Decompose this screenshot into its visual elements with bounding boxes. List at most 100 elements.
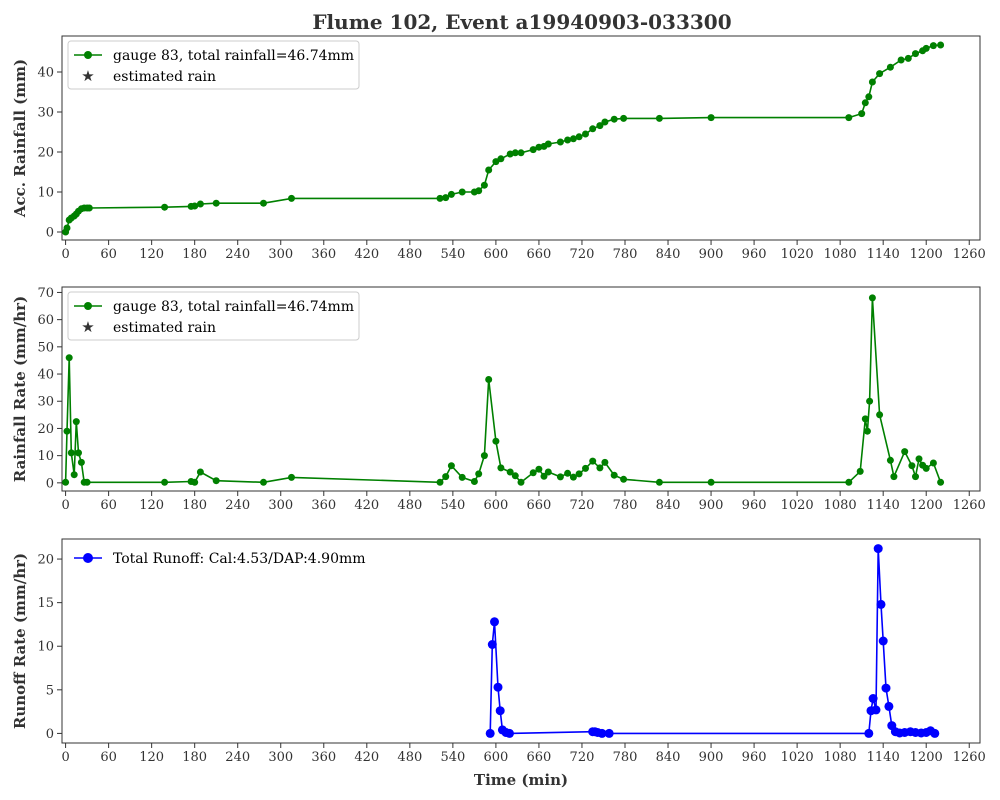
data-point [475,187,483,195]
data-point [436,478,444,486]
x-tick-label: 0 [61,498,69,513]
legend-label-gauge: gauge 83, total rainfall=46.74mm [113,48,354,64]
data-point [912,473,919,481]
data-point [878,636,888,646]
data-point [610,471,618,479]
x-tick-label: 600 [483,247,508,262]
y-tick-label: 5 [46,683,54,698]
y-tick-label: 70 [37,286,54,301]
data-point [596,464,604,472]
data-point [447,462,455,470]
x-axis-label: Time (min) [474,771,568,789]
data-point [77,458,85,466]
data-point [63,427,71,435]
plot-frame [61,538,981,744]
data-point [707,478,715,486]
data-point [886,456,894,464]
data-point [191,202,199,210]
data-point [864,728,874,738]
x-tick-label: 1020 [781,498,814,513]
data-point [937,41,945,49]
y-tick-label: 20 [37,422,54,437]
y-axis-label: Runoff Rate (mm/hr) [11,553,29,729]
data-point [564,469,572,477]
y-tick-label: 60 [37,313,54,328]
x-tick-label: 660 [527,750,552,765]
data-point [72,418,80,426]
data-point [596,122,604,130]
rainfall-rate-panel: Rainfall Rate (mm/hr) 0 60 120 180 240 300 360… [11,286,986,513]
x-tick-label: 420 [354,750,379,765]
data-point [288,194,295,202]
legend: gauge 83, total rainfall=46.74mm ★ estim… [67,40,360,90]
data-point [161,478,169,486]
data-point [601,458,609,466]
axis-ticks: 0 60 120 180 240 300 360 420 480 540 600 660 720 780 8… [37,66,985,263]
data-point [75,449,82,457]
x-tick-label: 300 [268,498,293,513]
plot-frame [61,35,981,241]
x-tick-label: 1200 [910,750,943,765]
data-point [63,224,71,232]
x-tick-label: 1200 [910,247,943,262]
data-point [544,468,552,476]
data-point [442,194,450,202]
data-point [929,42,937,50]
x-tick-label: 900 [699,498,724,513]
data-point [881,683,891,693]
data-point [601,118,609,126]
data-point [930,728,940,738]
data-point [544,140,552,148]
data-point [458,188,466,196]
data-point [620,475,628,483]
data-point [845,478,853,486]
data-point [540,472,548,480]
data-point [505,728,514,738]
data-point [436,194,444,202]
y-tick-label: 50 [37,340,54,355]
data-point [492,437,500,445]
x-tick-label: 480 [397,498,422,513]
data-point [529,146,537,154]
y-tick-label: 0 [46,727,54,742]
data-point [70,471,78,479]
acc-rainfall-panel: Acc. Rainfall (mm) 0 60 120 180 240 300 360 420… [11,35,986,263]
data-point [85,204,93,212]
x-tick-label: 600 [483,498,508,513]
y-tick-label: 40 [37,66,54,81]
x-tick-label: 1020 [781,247,814,262]
legend-label-estimated-rain: estimated rain [113,320,216,336]
data-point [191,478,199,486]
data-point [886,63,894,71]
x-tick-label: 1260 [953,247,986,262]
data-point [83,478,91,486]
data-point [569,135,577,143]
x-tick-label: 60 [100,750,117,765]
x-tick-label: 360 [311,750,336,765]
data-point [575,470,583,478]
data-point [597,728,607,738]
data-point [620,114,628,122]
legend-box [67,40,360,90]
y-tick-label: 40 [37,368,54,383]
legend-marker-estimated-rain: ★ [81,67,94,85]
data-point [871,705,881,715]
data-point [858,110,866,118]
data-point [511,149,519,157]
data-point [485,166,493,174]
x-tick-label: 300 [268,247,293,262]
x-tick-label: 180 [182,247,207,262]
x-tick-label: 840 [656,498,681,513]
figure-title: Flume 102, Event a19940903-033300 [312,10,731,34]
y-tick-label: 30 [37,106,54,121]
data-point [868,294,876,302]
x-tick-label: 960 [742,247,767,262]
data-point [485,728,495,738]
data-point [196,468,204,476]
series-layer [485,544,940,738]
series-layer [62,294,945,486]
x-tick-label: 960 [742,750,767,765]
data-point [707,114,715,122]
data-point [485,376,493,383]
